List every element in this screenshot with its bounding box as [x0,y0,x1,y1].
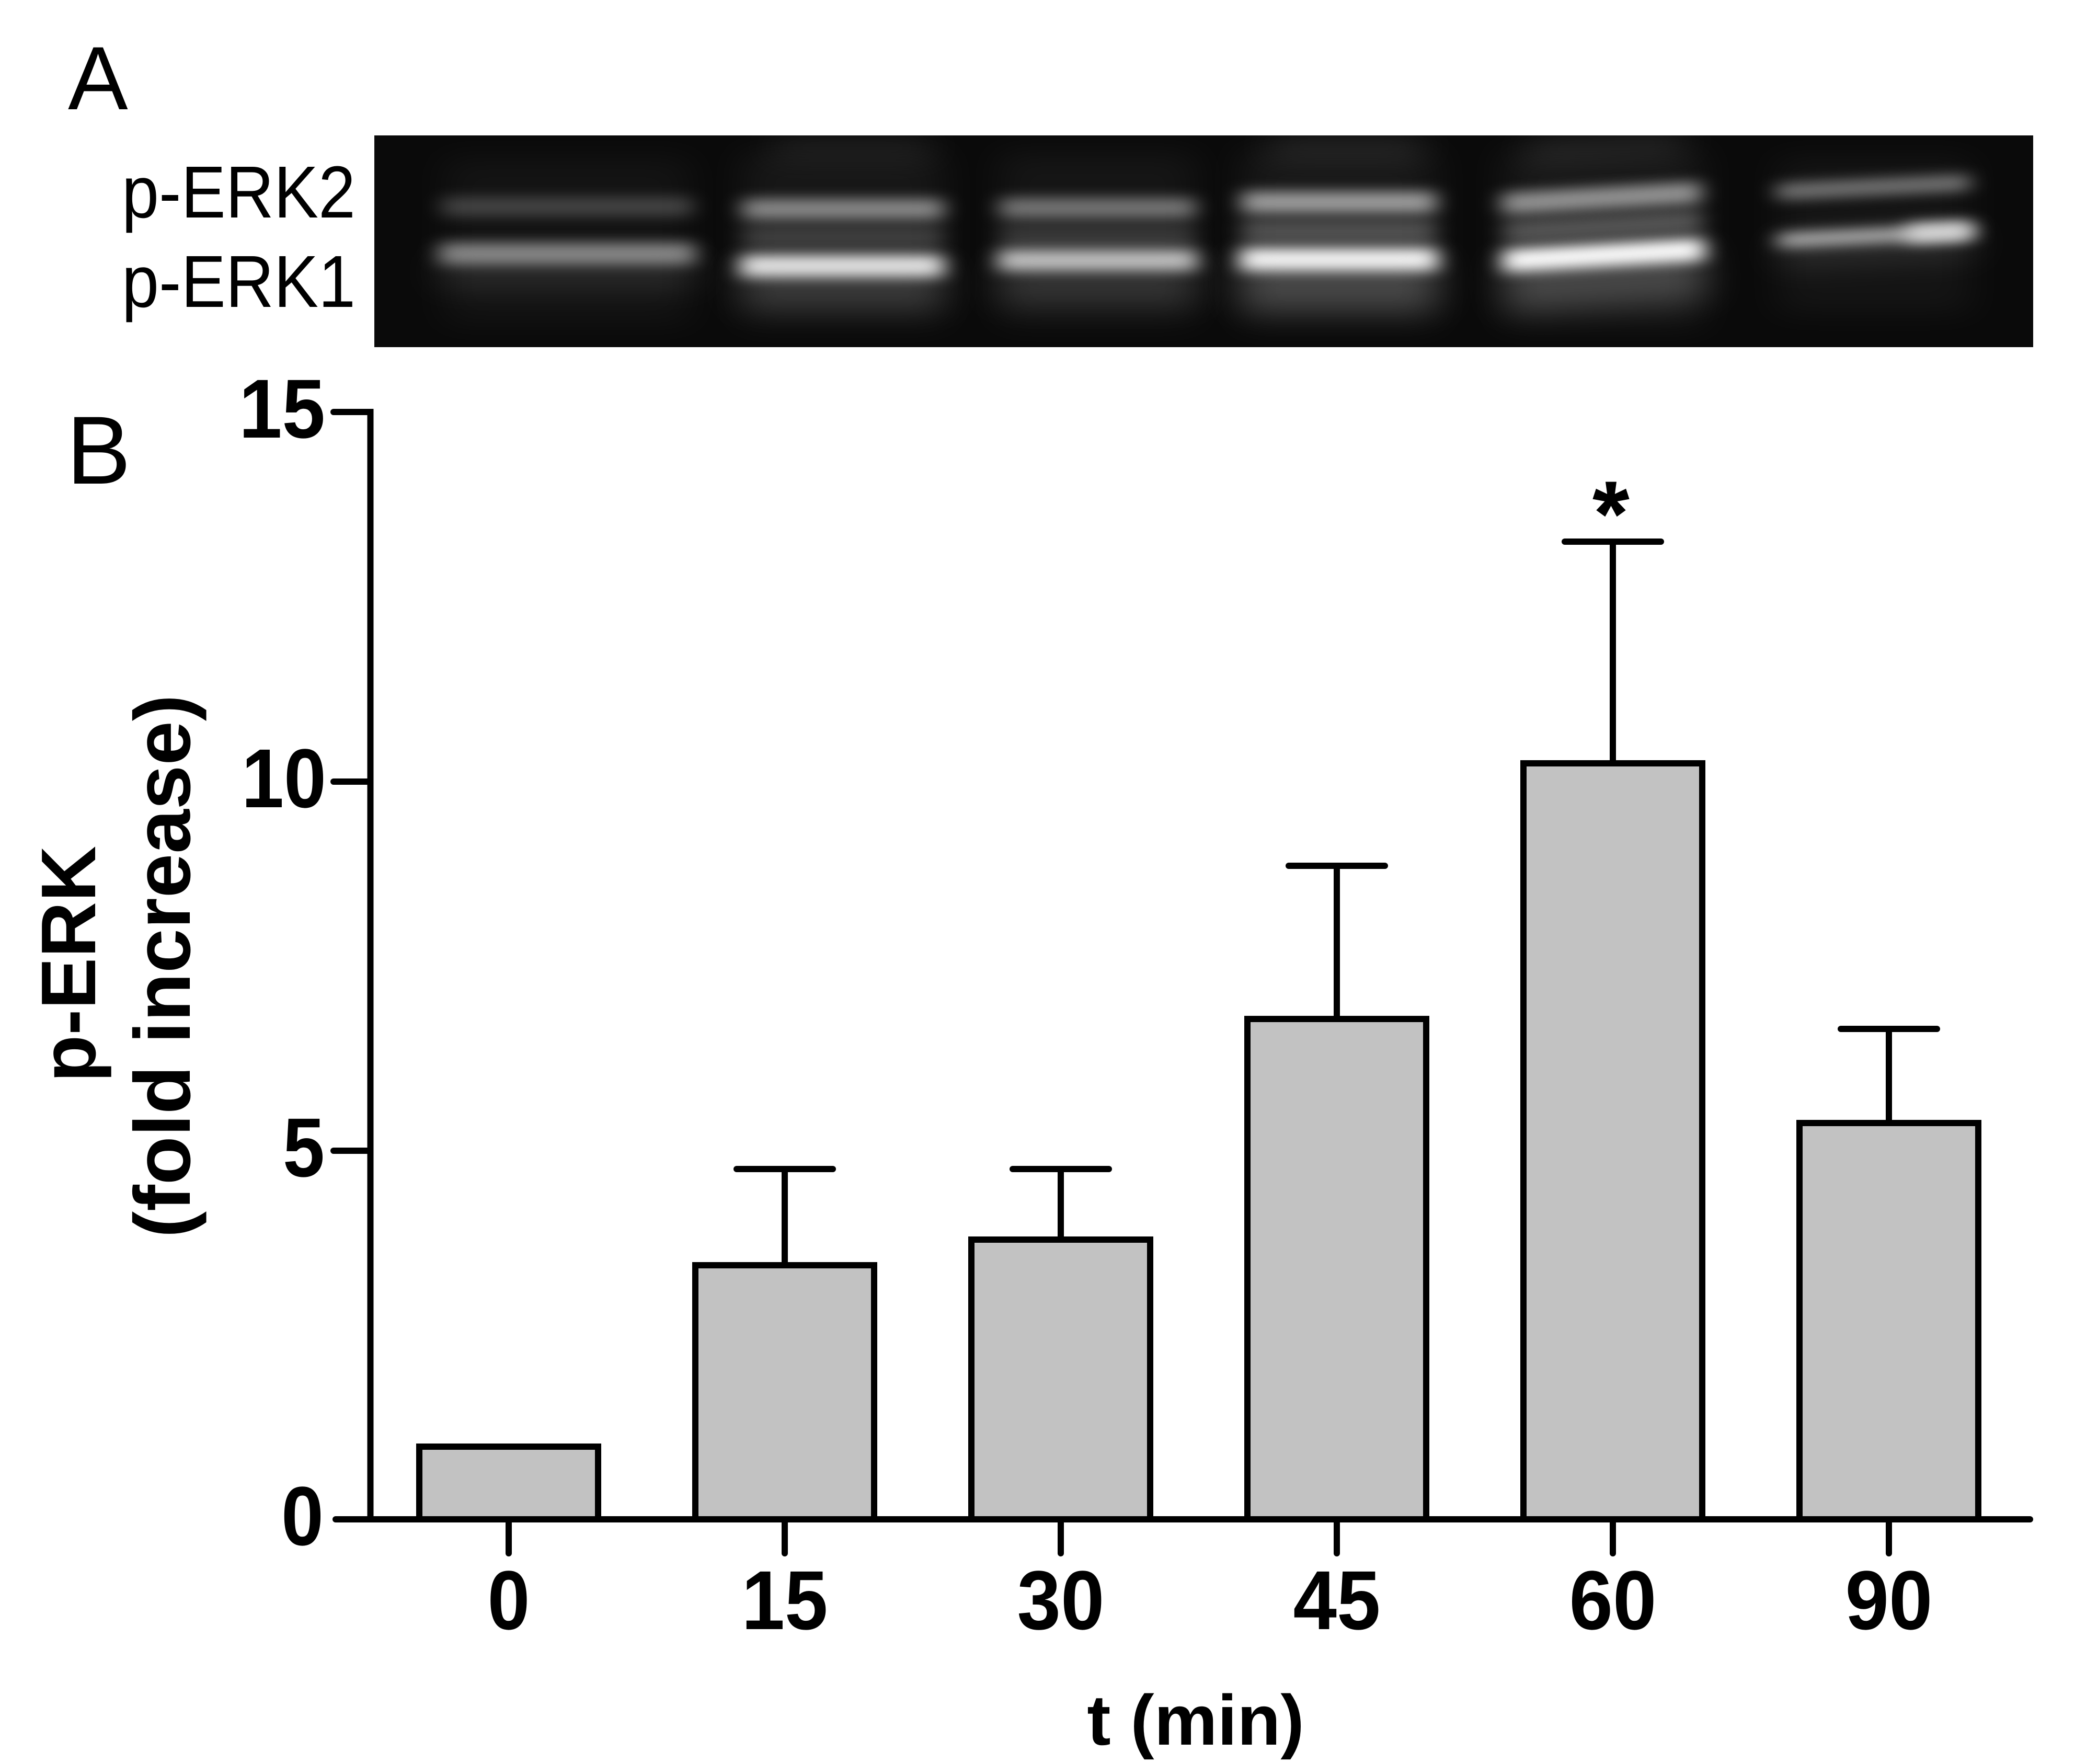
svg-text:5: 5 [283,1101,325,1194]
svg-text:45: 45 [1293,1553,1381,1647]
svg-text:t (min): t (min) [1087,1680,1304,1760]
svg-text:90: 90 [1845,1553,1933,1647]
svg-text:30: 30 [1017,1553,1105,1647]
svg-text:60: 60 [1569,1553,1657,1647]
svg-text:15: 15 [742,1553,828,1647]
svg-text:A: A [68,28,128,129]
svg-text:15: 15 [239,362,325,455]
svg-text:0: 0 [281,1469,324,1563]
svg-text:(fold increase): (fold increase) [118,695,207,1238]
svg-text:p-ERK2: p-ERK2 [122,151,356,233]
svg-text:0: 0 [488,1553,530,1647]
svg-text:B: B [66,397,131,505]
svg-text:p-ERK1: p-ERK1 [122,240,356,323]
svg-text:10: 10 [242,731,326,825]
svg-text:p-ERK: p-ERK [26,846,112,1082]
